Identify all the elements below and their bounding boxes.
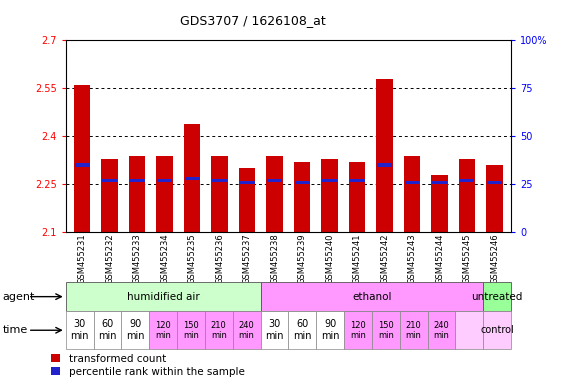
Bar — [267, 179, 282, 182]
Bar — [129, 156, 146, 232]
Text: control: control — [480, 325, 514, 335]
Bar — [428, 311, 456, 349]
Text: 210
min: 210 min — [405, 321, 421, 340]
Bar — [316, 311, 344, 349]
Text: 30
min: 30 min — [70, 319, 89, 341]
Bar — [487, 180, 502, 184]
Bar — [212, 179, 227, 182]
Text: agent: agent — [3, 291, 35, 302]
Text: GDS3707 / 1626108_at: GDS3707 / 1626108_at — [180, 14, 325, 27]
Bar — [432, 180, 447, 184]
Bar — [205, 311, 233, 349]
Bar — [400, 311, 428, 349]
Text: untreated: untreated — [472, 291, 523, 302]
Text: 30
min: 30 min — [265, 319, 284, 341]
Bar — [122, 311, 149, 349]
Bar — [130, 179, 144, 182]
Text: 120
min: 120 min — [155, 321, 171, 340]
Bar — [66, 282, 260, 311]
Bar — [260, 282, 483, 311]
Bar — [321, 159, 338, 232]
Bar — [405, 180, 420, 184]
Text: 60
min: 60 min — [293, 319, 312, 341]
Text: 90
min: 90 min — [321, 319, 339, 341]
Text: humidified air: humidified air — [127, 291, 199, 302]
Text: ethanol: ethanol — [352, 291, 392, 302]
Bar — [294, 162, 311, 232]
Bar — [156, 156, 173, 232]
Bar — [102, 159, 118, 232]
Bar — [260, 311, 288, 349]
Bar — [184, 124, 200, 232]
Bar — [483, 311, 511, 349]
Bar — [149, 311, 177, 349]
Bar — [239, 168, 255, 232]
Text: time: time — [3, 325, 28, 335]
Text: 210
min: 210 min — [211, 321, 227, 340]
Bar — [102, 179, 117, 182]
Bar — [295, 180, 309, 184]
Bar — [344, 311, 372, 349]
Bar — [486, 165, 503, 232]
Bar — [460, 179, 475, 182]
Bar — [349, 162, 365, 232]
Bar — [431, 175, 448, 232]
Bar — [404, 156, 420, 232]
Text: 120
min: 120 min — [350, 321, 366, 340]
Bar — [456, 311, 483, 349]
Bar — [74, 85, 90, 232]
Text: 150
min: 150 min — [183, 321, 199, 340]
Text: 240
min: 240 min — [433, 321, 449, 340]
Bar — [211, 156, 228, 232]
Bar — [233, 311, 260, 349]
Bar — [240, 180, 255, 184]
Legend: transformed count, percentile rank within the sample: transformed count, percentile rank withi… — [51, 354, 244, 377]
Text: 240
min: 240 min — [239, 321, 255, 340]
Text: 150
min: 150 min — [378, 321, 394, 340]
Bar — [266, 156, 283, 232]
Text: 60
min: 60 min — [98, 319, 116, 341]
Bar — [288, 311, 316, 349]
Bar — [376, 79, 393, 232]
Bar — [349, 179, 364, 182]
Bar — [94, 311, 122, 349]
Bar — [483, 282, 511, 311]
Bar — [177, 311, 205, 349]
Bar — [66, 311, 94, 349]
Bar — [157, 179, 172, 182]
Bar — [322, 179, 337, 182]
Bar — [459, 159, 475, 232]
Bar — [75, 163, 90, 167]
Text: 90
min: 90 min — [126, 319, 144, 341]
Bar — [372, 311, 400, 349]
Bar — [377, 163, 392, 167]
Bar — [184, 177, 199, 180]
